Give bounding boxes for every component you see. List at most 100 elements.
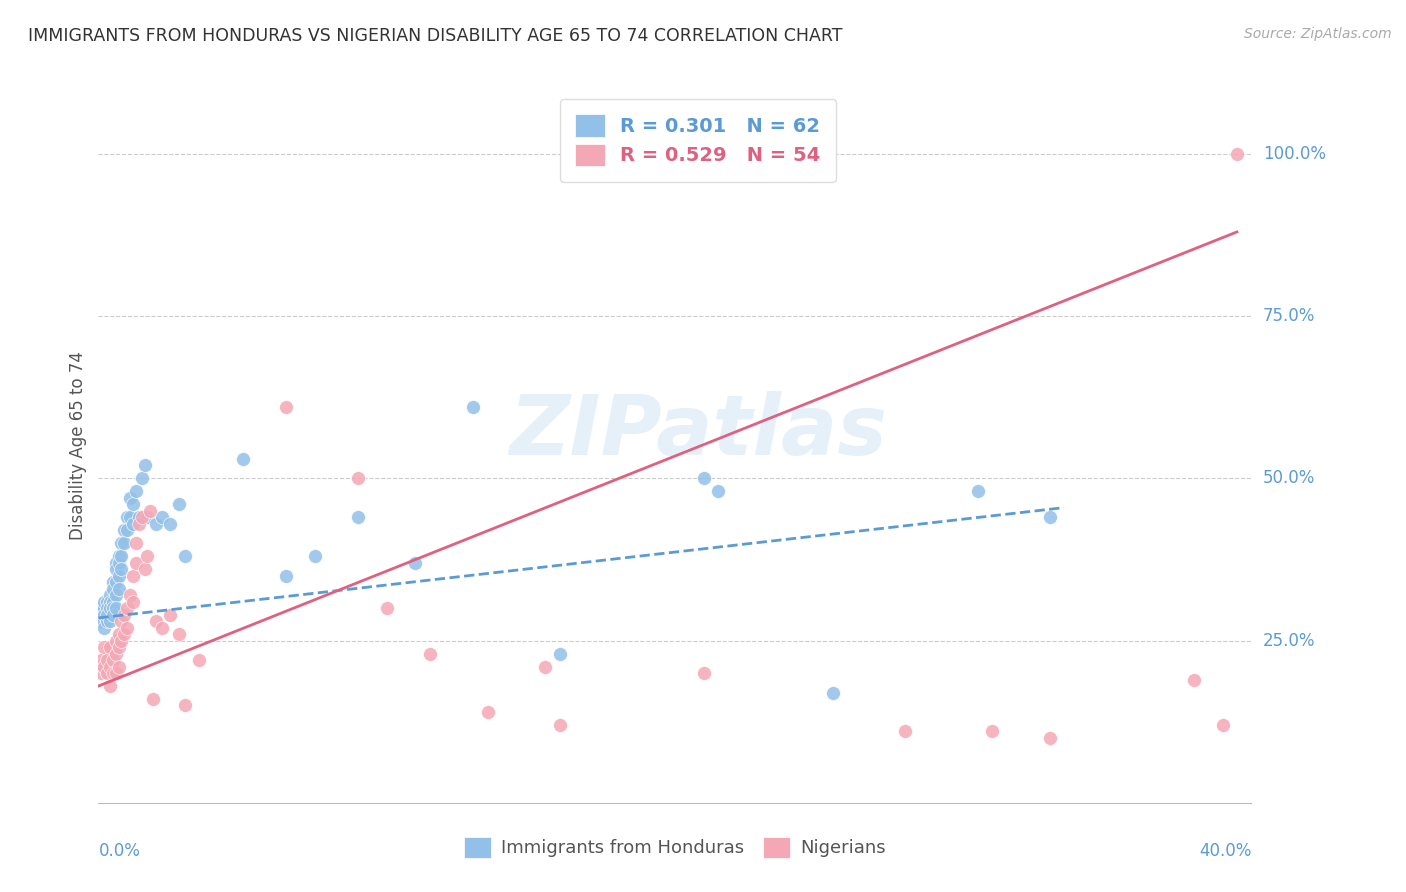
Point <box>1038 510 1062 524</box>
Point <box>419 647 441 661</box>
Point <box>1226 147 1249 161</box>
Point <box>131 471 153 485</box>
Point <box>304 549 326 564</box>
Point <box>110 614 132 628</box>
Point <box>693 471 716 485</box>
Text: ZIPatlas: ZIPatlas <box>509 392 887 472</box>
Point <box>548 647 571 661</box>
Point <box>112 524 135 538</box>
Text: 25.0%: 25.0% <box>1263 632 1316 649</box>
Text: 75.0%: 75.0% <box>1263 307 1315 326</box>
Point <box>101 582 124 596</box>
Point <box>128 510 150 524</box>
Point <box>136 549 159 564</box>
Point <box>117 621 138 635</box>
Point <box>134 562 156 576</box>
Point <box>120 510 142 524</box>
Point <box>104 556 127 570</box>
Text: 0.0%: 0.0% <box>98 842 141 860</box>
Point <box>101 601 124 615</box>
Point <box>90 614 112 628</box>
Point <box>461 400 484 414</box>
Text: 40.0%: 40.0% <box>1199 842 1251 860</box>
Text: 50.0%: 50.0% <box>1263 469 1315 487</box>
Point <box>96 601 118 615</box>
Point <box>110 633 132 648</box>
Point <box>98 595 121 609</box>
Point <box>125 484 148 499</box>
Point <box>90 607 112 622</box>
Point <box>96 653 118 667</box>
Point <box>104 633 127 648</box>
Point <box>104 601 127 615</box>
Y-axis label: Disability Age 65 to 74: Disability Age 65 to 74 <box>69 351 87 541</box>
Point <box>1182 673 1205 687</box>
Point <box>107 659 129 673</box>
Point <box>107 556 129 570</box>
Point <box>107 549 129 564</box>
Point <box>107 582 129 596</box>
Point <box>231 452 254 467</box>
Point <box>112 607 135 622</box>
Point <box>1212 718 1234 732</box>
Point <box>112 536 135 550</box>
Point <box>125 536 148 550</box>
Point <box>1038 731 1062 745</box>
Point <box>110 549 132 564</box>
Legend: Immigrants from Honduras, Nigerians: Immigrants from Honduras, Nigerians <box>449 822 901 872</box>
Point <box>534 659 557 673</box>
Point <box>981 724 1004 739</box>
Point <box>104 588 127 602</box>
Point <box>98 640 121 654</box>
Point <box>693 666 716 681</box>
Point <box>274 568 297 582</box>
Point <box>96 666 118 681</box>
Point <box>93 659 115 673</box>
Point <box>405 556 427 570</box>
Point <box>90 601 112 615</box>
Point <box>966 484 988 499</box>
Point <box>150 621 173 635</box>
Point <box>101 607 124 622</box>
Point <box>120 491 142 505</box>
Point <box>93 621 115 635</box>
Point <box>93 595 115 609</box>
Point <box>707 484 730 499</box>
Point <box>101 575 124 590</box>
Point <box>375 601 398 615</box>
Point <box>117 510 138 524</box>
Point <box>112 627 135 641</box>
Point <box>107 640 129 654</box>
Point <box>477 705 499 719</box>
Point <box>274 400 297 414</box>
Point <box>548 718 571 732</box>
Point <box>104 562 127 576</box>
Point <box>122 595 145 609</box>
Point <box>122 516 145 531</box>
Point <box>93 601 115 615</box>
Point <box>823 685 845 699</box>
Point <box>93 640 115 654</box>
Point <box>894 724 917 739</box>
Point <box>98 679 121 693</box>
Point <box>96 607 118 622</box>
Point <box>117 524 138 538</box>
Point <box>136 510 159 524</box>
Point <box>346 510 368 524</box>
Point <box>167 627 190 641</box>
Point <box>101 666 124 681</box>
Text: IMMIGRANTS FROM HONDURAS VS NIGERIAN DISABILITY AGE 65 TO 74 CORRELATION CHART: IMMIGRANTS FROM HONDURAS VS NIGERIAN DIS… <box>28 27 842 45</box>
Point <box>188 653 211 667</box>
Text: 100.0%: 100.0% <box>1263 145 1326 163</box>
Point <box>90 666 112 681</box>
Point <box>107 627 129 641</box>
Point <box>96 595 118 609</box>
Point <box>101 595 124 609</box>
Point <box>131 510 153 524</box>
Point <box>120 588 142 602</box>
Point <box>98 601 121 615</box>
Point <box>122 497 145 511</box>
Point <box>125 556 148 570</box>
Point <box>122 568 145 582</box>
Point <box>93 607 115 622</box>
